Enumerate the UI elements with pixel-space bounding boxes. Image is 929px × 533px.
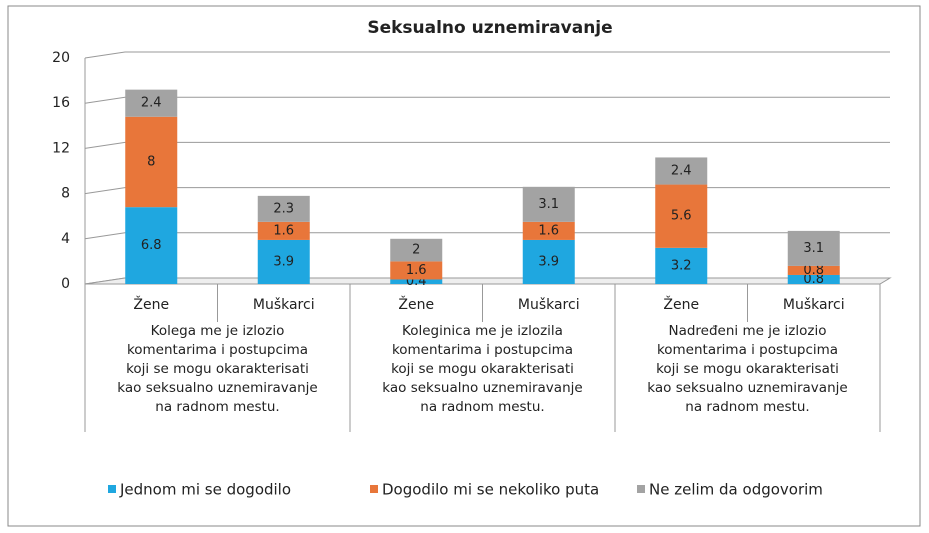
bar-segment <box>390 261 443 280</box>
legend-swatch <box>637 485 645 493</box>
group-label: Nadređeni me je izlozio komentarima i po… <box>647 323 848 415</box>
y-tick-label: 4 <box>61 231 70 247</box>
bar-segment <box>522 239 575 284</box>
data-label: 2.3 <box>273 201 294 216</box>
data-label: 3.9 <box>273 254 294 269</box>
y-tick-label: 16 <box>52 95 70 111</box>
data-label: 5.6 <box>671 209 692 224</box>
bar-segment <box>257 195 310 222</box>
legend-label: Ne zelim da odgovorim <box>649 481 823 499</box>
data-label: 1.6 <box>273 223 294 238</box>
data-label: 1.6 <box>538 223 559 238</box>
bar-segment <box>125 116 178 208</box>
bar-segment <box>655 157 708 185</box>
grid-line <box>84 51 890 59</box>
grid-line <box>84 141 890 149</box>
bar-segment <box>522 186 575 222</box>
data-label: 2.4 <box>671 164 692 179</box>
data-label: 2 <box>412 243 420 258</box>
legend-swatch <box>108 485 116 493</box>
data-label: 0.8 <box>803 272 824 287</box>
bar-segment <box>522 221 575 240</box>
grid-line <box>84 232 890 240</box>
bar-segment <box>257 221 310 240</box>
bar-segment <box>787 265 840 275</box>
data-label: 3.9 <box>538 254 559 269</box>
y-tick-label: 12 <box>52 140 70 156</box>
legend-label: Dogodilo mi se nekoliko puta <box>382 481 599 499</box>
bar-segment <box>390 238 443 262</box>
x-tick-label: Žene <box>663 295 699 313</box>
chart-title: Seksualno uznemiravanje <box>367 18 612 38</box>
floor <box>84 277 892 285</box>
data-label: 8 <box>147 154 155 169</box>
y-tick-label: 0 <box>61 276 70 292</box>
bar-segment <box>787 230 840 266</box>
grid-line <box>84 187 890 195</box>
x-tick-label: Žene <box>133 295 169 313</box>
y-tick-label: 8 <box>61 186 70 202</box>
data-label: 0.8 <box>803 263 824 278</box>
group-label: Kolega me je izlozio komentarima i postu… <box>117 323 318 415</box>
x-tick-label: Muškarci <box>253 297 315 313</box>
data-label: 3.1 <box>803 241 824 256</box>
x-tick-label: Muškarci <box>783 297 845 313</box>
bar-segment <box>390 279 443 284</box>
bar-segment <box>787 274 840 284</box>
group-label: Koleginica me je izlozila komentarima i … <box>382 323 583 415</box>
grid-line <box>84 96 890 104</box>
bar-segment <box>655 247 708 284</box>
data-label: 3.2 <box>671 258 692 273</box>
x-tick-label: Žene <box>398 295 434 313</box>
bar-segment <box>125 207 178 284</box>
data-label: 6.8 <box>141 238 162 253</box>
data-label: 2.4 <box>141 96 162 111</box>
y-tick-label: 20 <box>52 50 70 66</box>
data-label: 3.1 <box>538 197 559 212</box>
legend-swatch <box>370 485 378 493</box>
bar-segment <box>655 184 708 248</box>
data-label: 1.6 <box>406 263 427 278</box>
bar-segment <box>257 239 310 284</box>
bar-segment <box>125 89 178 117</box>
chart-border <box>7 5 921 527</box>
x-tick-label: Muškarci <box>518 297 580 313</box>
legend-label: Jednom mi se dogodilo <box>119 481 291 499</box>
